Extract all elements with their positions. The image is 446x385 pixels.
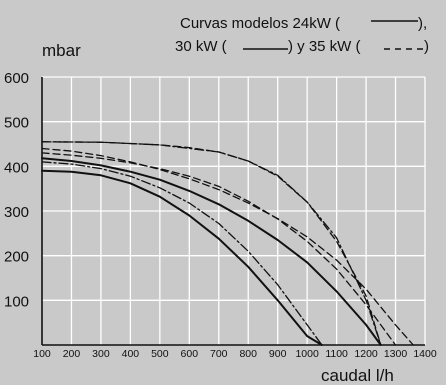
x-tick-label: 500 xyxy=(151,348,169,360)
y-tick-label: 600 xyxy=(4,70,29,87)
legend-text-1: Curvas modelos 24kW ( xyxy=(180,15,340,32)
series-curve-2 xyxy=(41,157,382,346)
x-tick-label: 1200 xyxy=(354,348,378,360)
series-curve-6 xyxy=(41,147,414,346)
y-axis-label: mbar xyxy=(42,41,81,60)
x-tick-label: 300 xyxy=(92,348,110,360)
y-tick-label: 100 xyxy=(4,293,29,310)
y-tick-label: 200 xyxy=(4,249,29,266)
x-tick-label: 700 xyxy=(210,348,228,360)
series-curve-3 xyxy=(41,161,323,346)
x-axis-label: caudal l/h xyxy=(321,366,394,385)
x-tick-label: 400 xyxy=(122,348,140,360)
y-tick-label: 300 xyxy=(4,204,29,221)
y-tick-label: 400 xyxy=(4,159,29,176)
x-tick-label: 800 xyxy=(239,348,257,360)
x-tick-label: 200 xyxy=(63,348,81,360)
plot-area: 100 200 300 400 500 600 700 800 900 1000 1100 1200 1… xyxy=(4,70,437,360)
x-tick-label: 900 xyxy=(269,348,287,360)
x-tick-label: 600 xyxy=(181,348,199,360)
x-tick-label: 1400 xyxy=(413,348,437,360)
x-tick-label: 1300 xyxy=(384,348,408,360)
series-curve-1 xyxy=(41,169,323,346)
legend: Curvas modelos 24kW ( ), 30 kW ( ) y 35 … xyxy=(175,15,429,55)
x-tick-label: 1100 xyxy=(325,348,348,360)
legend-text-2: ), xyxy=(418,15,427,32)
legend-text-3: 30 kW ( xyxy=(175,38,227,55)
series-curve-4 xyxy=(41,141,382,346)
legend-text-4: ) y 35 kW ( xyxy=(288,38,361,55)
series-curve-5 xyxy=(41,152,397,346)
x-tick-label: 1000 xyxy=(295,348,319,360)
series-curve-7 xyxy=(41,141,382,346)
x-tick-label: 100 xyxy=(33,348,51,360)
y-tick-label: 500 xyxy=(4,115,29,132)
legend-text-5: ) xyxy=(424,38,429,55)
